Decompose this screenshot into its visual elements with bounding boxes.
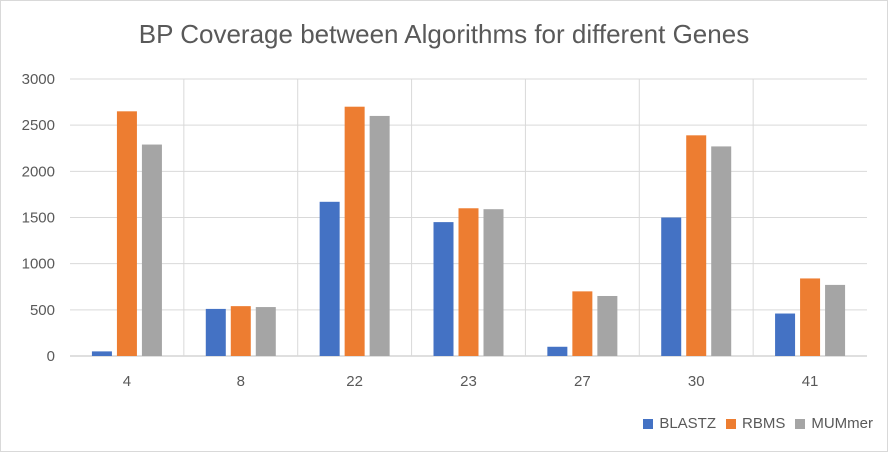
x-tick-label: 22 — [346, 373, 363, 390]
y-tick-label: 3000 — [22, 71, 55, 88]
x-tick-label: 8 — [237, 373, 245, 390]
bar-blastz-41 — [775, 313, 796, 356]
bar-blastz-4 — [91, 351, 112, 356]
bar-mummer-4 — [141, 144, 162, 356]
bar-rbms-30 — [686, 135, 707, 356]
bar-rbms-27 — [572, 291, 593, 356]
x-tick-label: 30 — [688, 373, 705, 390]
legend-item-mummer: MUMmer — [795, 415, 873, 432]
y-tick-label: 2000 — [22, 163, 55, 180]
bar-blastz-8 — [205, 308, 226, 356]
legend-swatch-mummer — [795, 418, 806, 429]
y-tick-label: 1000 — [22, 256, 55, 273]
bar-rbms-41 — [800, 278, 821, 356]
legend: BLASTZ RBMS MUMmer — [643, 415, 873, 432]
bar-blastz-27 — [547, 346, 568, 356]
bar-rbms-22 — [344, 106, 365, 356]
bar-mummer-30 — [711, 146, 732, 356]
legend-label-mummer: MUMmer — [811, 415, 873, 432]
bar-mummer-27 — [597, 295, 618, 356]
bar-blastz-22 — [319, 201, 340, 356]
legend-label-blastz: BLASTZ — [659, 415, 716, 432]
y-tick-label: 0 — [47, 348, 55, 365]
legend-swatch-blastz — [643, 418, 654, 429]
bar-blastz-30 — [661, 217, 682, 356]
bar-rbms-23 — [458, 208, 479, 356]
x-tick-label: 27 — [574, 373, 591, 390]
bar-rbms-4 — [116, 111, 137, 356]
legend-item-blastz: BLASTZ — [643, 415, 716, 432]
legend-swatch-rbms — [726, 418, 736, 429]
bar-mummer-23 — [483, 209, 504, 356]
y-tick-label: 2500 — [22, 117, 55, 134]
x-tick-label: 41 — [802, 373, 819, 390]
x-tick-label: 4 — [123, 373, 131, 390]
chart-title: BP Coverage between Algorithms for diffe… — [138, 19, 750, 49]
bar-mummer-22 — [369, 115, 390, 356]
y-tick-label: 500 — [30, 302, 55, 319]
bar-blastz-23 — [433, 222, 454, 356]
x-tick-label: 23 — [460, 373, 477, 390]
legend-item-rbms: RBMS — [726, 415, 785, 432]
bar-mummer-8 — [255, 307, 276, 356]
y-tick-label: 1500 — [22, 210, 55, 227]
bar-mummer-41 — [825, 284, 846, 356]
legend-label-rbms: RBMS — [742, 415, 786, 432]
bar-rbms-8 — [230, 306, 251, 356]
